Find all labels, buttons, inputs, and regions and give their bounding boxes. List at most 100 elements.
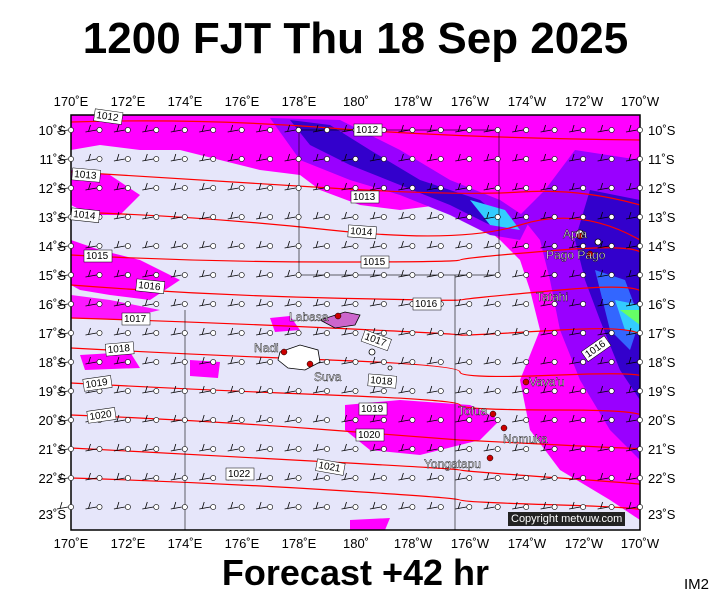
wind-barb [85, 298, 97, 307]
isobar-label: 1014 [350, 226, 373, 239]
wind-barb [56, 124, 69, 133]
wind-barb-station [380, 185, 387, 191]
wind-barb-station [153, 475, 160, 481]
wind-barb [199, 385, 211, 394]
wind-barb [512, 385, 524, 394]
wind-barb [227, 182, 239, 191]
wind-barb-station [125, 417, 131, 423]
wind-barb [227, 356, 239, 365]
wind-barb-station [380, 504, 387, 510]
isobar-label: 1013 [74, 169, 98, 182]
wind-barb-station [551, 185, 558, 191]
wind-barb-station [352, 330, 359, 336]
wind-barb-station [409, 272, 416, 278]
wind-barb-station [153, 446, 160, 452]
wind-barb [170, 269, 182, 278]
wind-barb [569, 356, 581, 365]
wind-barb [199, 298, 211, 307]
wind-barb [142, 443, 154, 452]
wind-barb [597, 356, 609, 365]
wind-barb-station [437, 417, 444, 423]
wind-barb [56, 385, 69, 394]
lat-label: 23˚S [648, 507, 676, 522]
lat-label: 17˚S [648, 326, 676, 341]
wind-barb-station [466, 127, 473, 133]
wind-barb [597, 385, 609, 394]
wind-barb-station [637, 359, 643, 365]
wind-barb-station [153, 388, 160, 394]
wind-barb [256, 269, 268, 278]
wind-barb [199, 356, 211, 365]
image-tag: IM2 [683, 576, 709, 593]
wind-barb-station [580, 417, 586, 423]
wind-barb [341, 472, 353, 481]
wind-barb-station [324, 301, 330, 307]
wind-barb [512, 211, 524, 220]
wind-barb [483, 182, 495, 191]
wind-barb-station [324, 475, 330, 481]
lon-label: 174˚W [508, 536, 547, 551]
wind-barb-station [551, 214, 558, 220]
isobar-label: 1018 [370, 375, 394, 388]
wind-barb-station [267, 243, 273, 249]
wind-barb [56, 153, 69, 162]
lat-label: 11˚S [648, 152, 675, 167]
wind-barb-station [494, 156, 501, 162]
wind-barb-station [210, 359, 217, 365]
wind-barb [540, 211, 552, 220]
wind-barb-station [437, 475, 444, 481]
wind-barb-station [210, 446, 217, 452]
wind-barb [170, 472, 182, 481]
wind-barb [341, 211, 353, 220]
wind-barb-station [608, 272, 615, 278]
wind-barb-station [324, 504, 330, 510]
wind-barb [113, 327, 125, 336]
wind-barb-station [494, 475, 501, 481]
wind-barb [483, 356, 495, 365]
wind-barb [142, 414, 154, 423]
wind-barb [199, 153, 211, 162]
wind-barb [625, 211, 638, 220]
wind-barb [256, 182, 268, 191]
wind-barb-station [494, 214, 501, 220]
wind-barb-station [409, 156, 416, 162]
lat-label: 13˚S [39, 210, 67, 225]
wind-barb [199, 240, 211, 249]
wind-barb-station [494, 185, 501, 191]
wind-barb [426, 414, 438, 423]
wind-barb-station [637, 185, 643, 191]
wind-barb [569, 211, 581, 220]
wind-barb-station [295, 301, 302, 307]
wind-barb [85, 501, 97, 510]
wind-barb [540, 124, 552, 133]
lat-label: 14˚S [39, 239, 67, 254]
wind-barb-station [68, 156, 74, 162]
wind-barb [540, 153, 552, 162]
wind-barb [284, 298, 296, 307]
wind-barb [284, 182, 296, 191]
wind-barb-station [210, 243, 217, 249]
wind-barb [597, 211, 609, 220]
wind-barb-station [608, 214, 615, 220]
wind-barb [56, 443, 69, 452]
wind-barb-station [466, 504, 473, 510]
wind-barb [597, 182, 609, 191]
wind-barb [540, 298, 552, 307]
wind-barb-station [68, 388, 74, 394]
wind-barb-station [210, 185, 217, 191]
wind-barb [597, 124, 609, 133]
wind-barb [369, 211, 381, 220]
wind-barb-station [267, 330, 273, 336]
wind-barb-station [295, 504, 302, 510]
wind-barb [540, 269, 552, 278]
wind-barb [227, 153, 239, 162]
wind-barb [142, 124, 154, 133]
wind-barb [625, 298, 638, 307]
wind-barb [625, 472, 638, 481]
wind-barb-station [466, 214, 473, 220]
wind-barb [170, 182, 182, 191]
wind-barb-station [181, 127, 188, 133]
wind-barb [483, 472, 495, 481]
wind-barb-station [494, 417, 501, 423]
wind-barb-station [437, 214, 444, 220]
